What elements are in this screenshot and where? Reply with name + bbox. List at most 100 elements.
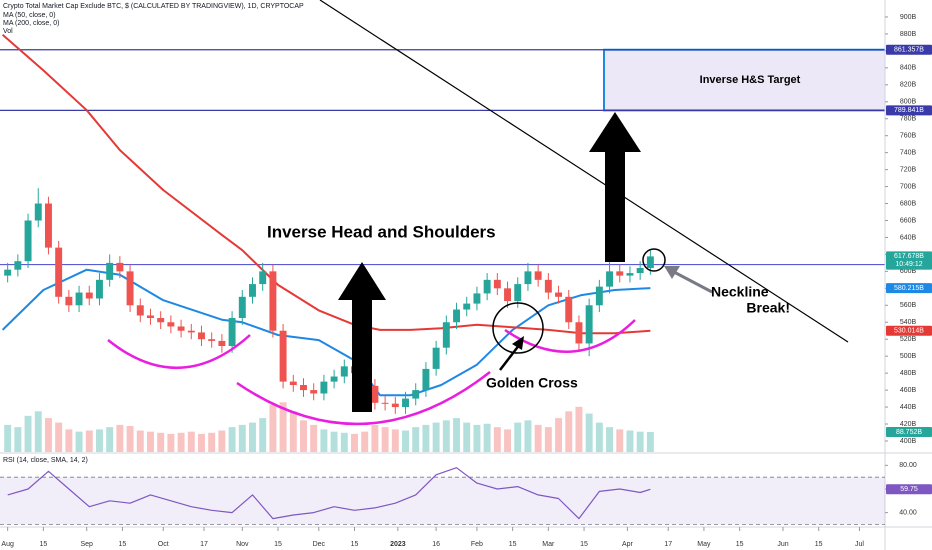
volume-bar <box>371 424 379 452</box>
candle-body <box>249 284 256 297</box>
volume-bar <box>442 420 450 452</box>
candle-body <box>147 315 154 319</box>
x-tick-label: 15 <box>274 541 282 548</box>
candle-body <box>24 220 32 262</box>
rsi-title: RSI (14, close, SMA, 14, 2) <box>3 457 88 464</box>
volume-bar <box>116 424 124 452</box>
volume-bar <box>44 418 52 452</box>
volume-bar <box>636 431 644 452</box>
up-arrow <box>589 112 641 262</box>
candle-body <box>606 271 614 287</box>
candle-body <box>157 318 165 323</box>
y-tick-label: 700B <box>900 183 917 190</box>
candle-layer <box>4 188 654 414</box>
volume-bar <box>157 432 165 452</box>
volume-bar <box>187 431 195 452</box>
candle-body <box>626 273 634 276</box>
candle-body <box>493 279 501 289</box>
rsi-tick-label: 40.00 <box>899 509 917 516</box>
volume-bar <box>361 431 369 452</box>
volume-bar <box>238 424 246 452</box>
x-tick-label: Mar <box>542 541 555 548</box>
volume-bar <box>126 426 134 452</box>
volume-bar <box>289 411 297 452</box>
candle-body <box>636 267 644 274</box>
head-arc <box>236 371 491 426</box>
price-tag-label: 617.678B <box>894 253 924 260</box>
volume-bar <box>177 432 185 452</box>
legend-entry: MA (200, close, 0) <box>3 20 59 27</box>
volume-bar <box>493 427 501 452</box>
candle-body <box>136 305 144 316</box>
volume-bar <box>575 406 583 452</box>
price-tag-label: 88.752B <box>896 429 922 436</box>
price-tag <box>886 325 932 336</box>
candle-body <box>320 381 328 394</box>
volume-bar <box>391 429 399 452</box>
candle-body <box>534 271 542 280</box>
chart-title: Crypto Total Market Cap Exclude BTC, $ (… <box>3 3 304 10</box>
volume-bar <box>381 427 389 452</box>
y-tick-label: 740B <box>900 149 917 156</box>
volume-bar <box>300 420 307 452</box>
price-tag <box>886 283 932 294</box>
candle-body <box>555 292 563 297</box>
volume-bar <box>504 429 512 452</box>
up-arrow <box>338 262 386 412</box>
y-tick-label: 400B <box>900 438 917 445</box>
break-label: Neckline <box>711 284 769 300</box>
candle-body <box>95 279 103 299</box>
candle-body <box>514 284 522 302</box>
x-tick-label: Feb <box>471 541 483 548</box>
candle-body <box>238 296 246 319</box>
volume-bar <box>14 427 22 452</box>
candle-body <box>402 398 409 408</box>
volume-bar <box>320 429 328 452</box>
x-tick-label: 17 <box>664 541 672 548</box>
candle-body <box>259 271 267 285</box>
volume-bar <box>167 433 175 452</box>
break-circle <box>642 248 666 272</box>
x-tick-label: 15 <box>351 541 359 548</box>
volume-bar <box>55 422 63 452</box>
volume-bar <box>402 430 409 452</box>
candle-body <box>34 203 42 221</box>
volume-bar <box>249 422 256 452</box>
candle-body <box>463 303 471 310</box>
y-tick-label: 760B <box>900 133 917 140</box>
price-tag <box>886 484 932 495</box>
x-tick-label: Sep <box>80 541 93 548</box>
candle-body <box>310 390 318 394</box>
y-tick-label: 660B <box>900 217 917 224</box>
candle-body <box>85 292 93 299</box>
volume-bar <box>310 424 318 452</box>
y-tick-label: 800B <box>900 99 917 106</box>
candle-body <box>575 322 583 344</box>
volume-bar <box>269 404 277 452</box>
drawings <box>107 0 849 426</box>
candle-body <box>44 203 52 248</box>
candle-body <box>381 402 389 404</box>
volume-bar <box>626 430 634 452</box>
candle-body <box>198 332 205 340</box>
volume-bar <box>4 424 12 452</box>
volume-bar <box>351 433 358 452</box>
candle-body <box>340 366 348 377</box>
legend-entry: Vol <box>3 28 13 35</box>
candle-body <box>473 293 481 304</box>
volume-bar <box>330 431 338 452</box>
price-tag <box>886 426 932 437</box>
x-tick-label: 2023 <box>390 541 406 548</box>
candle-body <box>208 339 216 341</box>
cross-label: Golden Cross <box>486 375 578 391</box>
y-tick-label: 540B <box>900 319 917 326</box>
x-tick-label: Jun <box>777 541 788 548</box>
volume-bar <box>606 427 614 452</box>
rsi-pane <box>0 467 885 525</box>
volume-bar <box>514 422 522 452</box>
candle-body <box>187 330 195 333</box>
volume-bar <box>24 415 32 452</box>
candle-body <box>504 288 512 302</box>
break-label: Break! <box>746 300 790 316</box>
